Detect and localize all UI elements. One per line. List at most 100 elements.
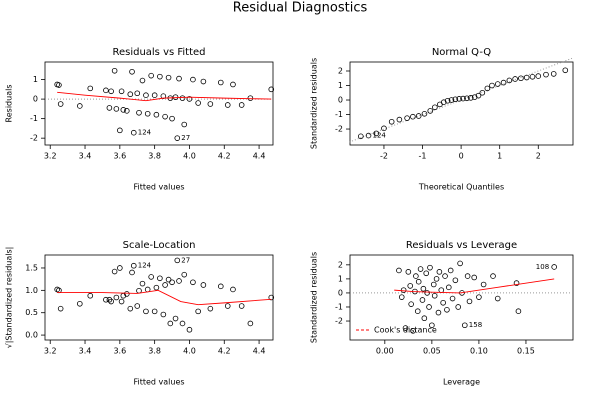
point (423, 270, 430, 277)
x-axis-label: Fitted values (133, 378, 184, 387)
point (230, 81, 236, 88)
point (134, 303, 141, 309)
point (467, 95, 474, 101)
point (447, 267, 454, 274)
point (466, 298, 473, 305)
point (464, 95, 470, 102)
x-axis-label: Leverage (443, 378, 480, 387)
point (435, 309, 442, 316)
point-label: 158 (469, 321, 482, 329)
point (238, 303, 245, 309)
point (358, 133, 364, 140)
point (130, 129, 137, 136)
x-axis-label: Fitted values (133, 183, 184, 192)
point (427, 264, 433, 271)
point (445, 284, 452, 291)
point (452, 96, 459, 103)
point (157, 275, 163, 282)
panel-title: Residuals vs Fitted (112, 47, 205, 58)
point (268, 86, 275, 93)
x-tick-label: 3.2 (44, 347, 57, 356)
point (484, 85, 491, 92)
point (427, 108, 434, 114)
point (480, 281, 487, 288)
point (108, 88, 114, 95)
y-tick-label: 1 (33, 75, 38, 84)
point (117, 127, 123, 134)
point (217, 79, 224, 86)
point (490, 273, 496, 279)
x-tick-label: 0.10 (470, 347, 488, 356)
point (153, 284, 160, 291)
point (186, 326, 193, 333)
point (464, 273, 471, 279)
point-label: 108 (536, 263, 549, 271)
point-label: 27 (181, 256, 190, 264)
x-tick-label: 1 (497, 152, 502, 161)
x-tick-label: 3.4 (79, 152, 92, 161)
point (217, 283, 224, 290)
point (207, 101, 214, 107)
smooth-line (57, 91, 272, 102)
point (381, 125, 387, 132)
point (151, 92, 158, 98)
point (543, 71, 549, 78)
point (417, 266, 424, 272)
point (562, 67, 569, 74)
point (479, 89, 486, 96)
point (160, 311, 167, 318)
point (471, 94, 478, 100)
point (461, 322, 468, 329)
point (157, 73, 163, 80)
point-label: 124 (138, 262, 152, 270)
point (190, 76, 196, 83)
x-tick-label: 4.2 (218, 347, 231, 356)
point (388, 118, 395, 125)
point (444, 306, 450, 313)
point (162, 282, 168, 288)
point (535, 73, 542, 79)
point (429, 322, 435, 329)
point (181, 121, 188, 128)
point (513, 280, 520, 286)
point (57, 305, 64, 312)
point (448, 97, 455, 103)
point-label: 124 (373, 132, 387, 140)
point (77, 103, 83, 109)
point (130, 262, 137, 269)
x-tick-label: 0.15 (517, 347, 535, 356)
point (405, 269, 412, 275)
point (111, 67, 118, 74)
point (414, 308, 421, 314)
x-tick-label: -1 (419, 152, 427, 161)
x-tick-label: 2 (536, 152, 541, 161)
point (421, 111, 428, 117)
point (200, 282, 207, 288)
point (186, 96, 193, 102)
point (118, 298, 125, 305)
y-tick-label: -2 (30, 134, 38, 143)
point (475, 92, 482, 99)
point (426, 304, 432, 310)
point (471, 274, 478, 281)
point (129, 269, 135, 276)
x-tick-label: 0.00 (376, 347, 394, 356)
point (136, 109, 142, 116)
point (396, 116, 403, 123)
y-axis-label: Standardized residuals (310, 58, 319, 149)
point (442, 273, 448, 279)
point (489, 82, 495, 89)
point (179, 320, 186, 327)
point (506, 77, 513, 84)
point (200, 78, 207, 85)
x-tick-label: 3.6 (113, 152, 126, 161)
point (410, 328, 416, 334)
y-tick-label: 1 (338, 274, 343, 283)
point (224, 303, 231, 309)
point (440, 99, 447, 105)
point (436, 269, 443, 275)
y-axis-label: Standardized residuals (310, 252, 319, 343)
point (476, 294, 482, 300)
point (176, 278, 182, 284)
